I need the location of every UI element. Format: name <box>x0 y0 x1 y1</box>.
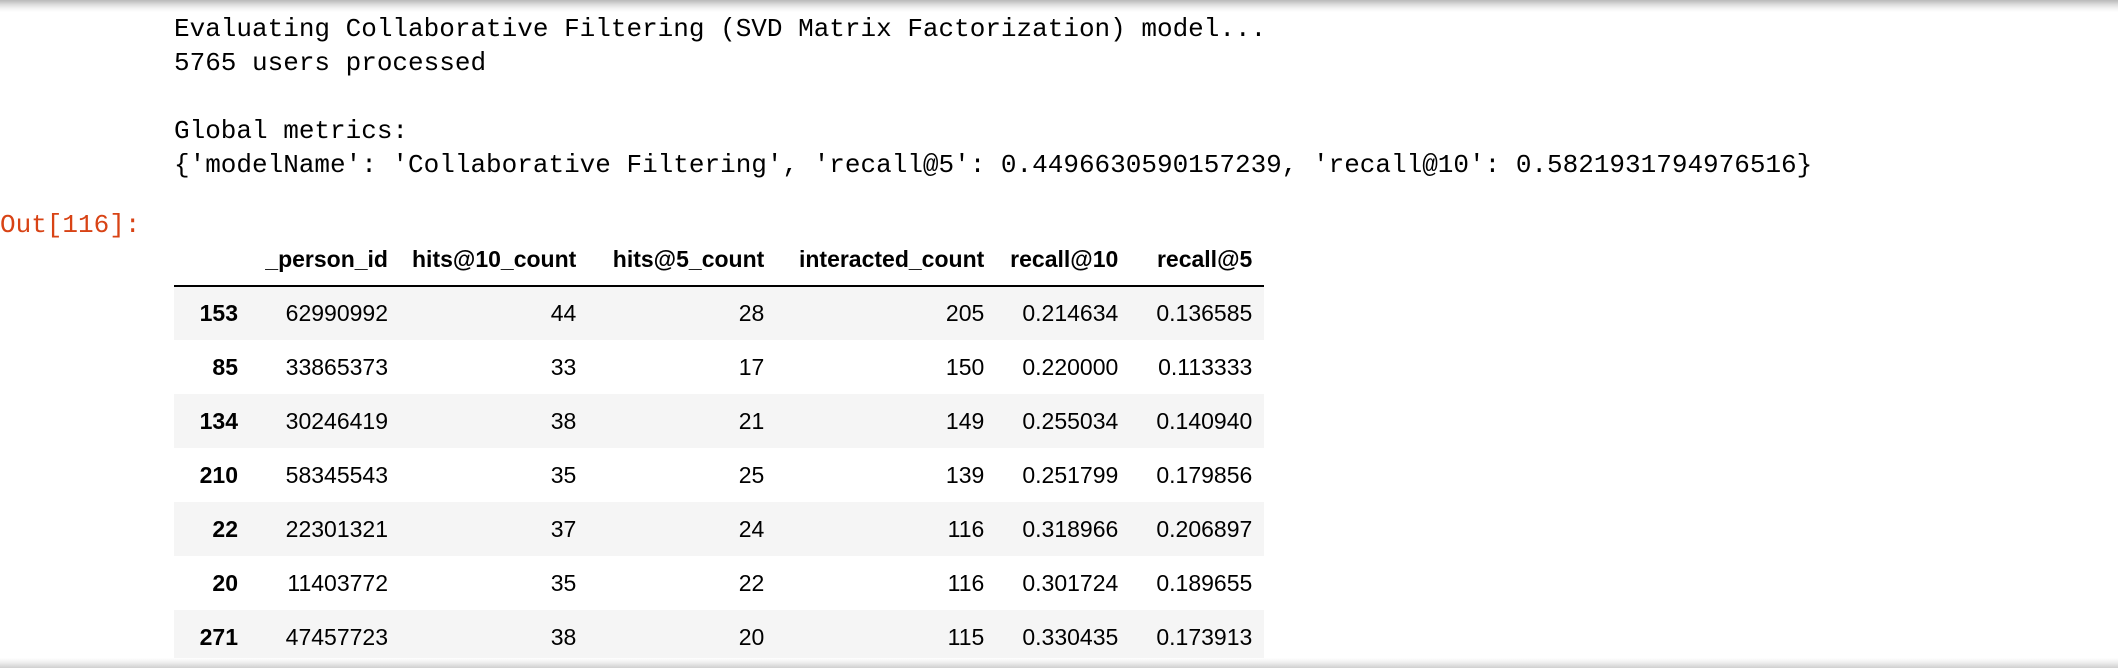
bottom-edge-shadow <box>0 658 2118 668</box>
cell-person-id: 58345543 <box>285 461 388 488</box>
cell-person-id: 33865373 <box>285 353 388 380</box>
cell-interacted-count: 115 <box>947 623 985 650</box>
output-prompt: Out[116]: <box>0 210 141 240</box>
cell-recall5: 0.113333 <box>1158 353 1253 380</box>
cell-recall10: 0.214634 <box>1022 300 1119 326</box>
header-recall5: recall@5 <box>1130 234 1265 287</box>
cell-person-id: 30246419 <box>285 407 388 434</box>
cell-recall5: 0.173913 <box>1156 623 1253 650</box>
cell-person-id: 62990992 <box>285 300 388 326</box>
cell-hits10-count: 38 <box>550 407 577 434</box>
cell-person-id: 22301321 <box>285 515 388 542</box>
stdout-stream: Evaluating Collaborative Filtering (SVD … <box>174 12 1812 182</box>
cell-hits5-count: 25 <box>738 461 765 488</box>
table-row: 20 11403772 35 22 116 0.301724 0.189655 <box>174 556 1264 610</box>
cell-interacted-count: 116 <box>947 569 985 596</box>
table-row: 22 22301321 37 24 116 0.318966 0.206897 <box>174 502 1265 556</box>
header-interacted-count: interacted_count <box>776 234 997 287</box>
cell-interacted-count: 205 <box>945 300 985 326</box>
cell-person-id: 47457723 <box>285 623 388 650</box>
cell-hits10-count: 35 <box>550 461 577 488</box>
table-body: 153 62990992 44 28 205 0.214634 0.136585… <box>174 286 1265 664</box>
cell-interacted-count: 150 <box>945 353 985 380</box>
header-recall10: recall@10 <box>996 234 1131 287</box>
header-row: _person_id hits@10_count hits@5_count in… <box>174 234 1265 287</box>
stream-line: Global metrics: <box>174 116 409 146</box>
stream-line: 5765 users processed <box>174 48 487 78</box>
row-index: 210 <box>199 461 238 488</box>
cell-hits10-count: 37 <box>550 515 577 542</box>
header-hits5-count: hits@5_count <box>588 234 777 287</box>
cell-recall5: 0.136585 <box>1156 300 1253 326</box>
cell-hits5-count: 21 <box>738 407 765 434</box>
cell-interacted-count: 116 <box>947 515 985 542</box>
row-index: 271 <box>199 623 238 650</box>
table-row: 271 47457723 38 20 115 0.330435 0.173913 <box>174 610 1265 664</box>
stream-line <box>174 80 1812 114</box>
cell-recall10: 0.251799 <box>1022 461 1119 488</box>
table-row: 85 33865373 33 17 150 0.220000 0.113333 <box>174 340 1264 394</box>
cell-recall5: 0.189655 <box>1156 569 1253 596</box>
row-index: 153 <box>199 300 238 326</box>
table-row: 210 58345543 35 25 139 0.251799 0.179856 <box>174 448 1264 502</box>
stream-line: Evaluating Collaborative Filtering (SVD … <box>174 14 1267 44</box>
cell-hits5-count: 22 <box>738 569 765 596</box>
cell-recall10: 0.318966 <box>1022 515 1119 542</box>
cell-hits10-count: 44 <box>550 300 577 326</box>
dataframe-table: _person_id hits@10_count hits@5_count in… <box>174 234 1265 664</box>
header-person-id: _person_id <box>250 234 400 287</box>
row-index: 85 <box>212 353 238 380</box>
top-edge-shadow <box>0 0 2118 12</box>
cell-hits10-count: 35 <box>550 569 577 596</box>
cell-hits5-count: 24 <box>738 515 765 542</box>
stream-line: {'modelName': 'Collaborative Filtering',… <box>174 150 1813 180</box>
row-index: 134 <box>199 407 238 434</box>
cell-recall10: 0.220000 <box>1022 353 1119 380</box>
cell-recall10: 0.330435 <box>1022 623 1119 650</box>
cell-recall5: 0.179856 <box>1156 461 1253 488</box>
table-header: _person_id hits@10_count hits@5_count in… <box>174 234 1265 287</box>
cell-hits10-count: 33 <box>550 353 577 380</box>
table-row: 153 62990992 44 28 205 0.214634 0.136585 <box>174 286 1265 340</box>
cell-hits10-count: 38 <box>550 623 577 650</box>
header-hits10-count: hits@10_count <box>400 234 589 287</box>
cell-hits5-count: 17 <box>738 353 765 380</box>
cell-person-id: 11403772 <box>287 569 388 596</box>
row-index: 22 <box>212 515 238 542</box>
table-row: 134 30246419 38 21 149 0.255034 0.140940 <box>174 394 1265 448</box>
cell-recall5: 0.206897 <box>1156 515 1253 542</box>
cell-recall10: 0.255034 <box>1022 407 1119 434</box>
cell-hits5-count: 20 <box>738 623 765 650</box>
cell-hits5-count: 28 <box>738 300 765 326</box>
cell-recall5: 0.140940 <box>1156 407 1253 434</box>
cell-interacted-count: 149 <box>945 407 985 434</box>
header-index <box>174 234 250 287</box>
cell-recall10: 0.301724 <box>1022 569 1119 596</box>
row-index: 20 <box>212 569 238 596</box>
cell-interacted-count: 139 <box>945 461 985 488</box>
